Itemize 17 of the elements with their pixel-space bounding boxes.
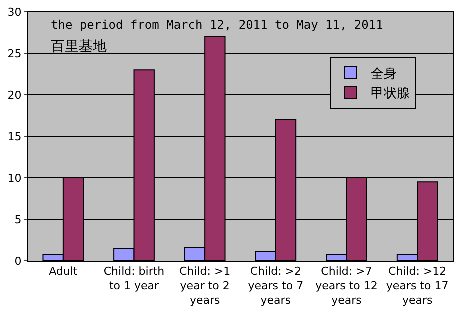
legend-label: 全身: [370, 66, 397, 82]
y-tick-label: 10: [8, 172, 22, 185]
x-tick-label: Child: >12 years to 17 years: [386, 265, 449, 307]
x-tick-label: Child: birth to 1 year: [104, 265, 165, 292]
x-tick-label: Child: >7 years to 12 years: [316, 265, 378, 307]
x-tick-label: Child: >2 years to 7 years: [248, 265, 304, 307]
y-tick-label: 20: [8, 88, 22, 102]
y-tick-label: 5: [14, 213, 22, 226]
y-tick-label: 30: [8, 6, 22, 19]
y-tick-label: 15: [8, 130, 22, 144]
x-tick-label: Adult: [49, 265, 78, 278]
annotation: 百里基地: [51, 39, 107, 55]
annotation: the period from March 12, 2011 to May 11, 2011: [51, 18, 384, 32]
y-tick-label: 25: [8, 47, 22, 60]
x-tick-label: Child: >1 year to 2 years: [179, 265, 231, 307]
y-tick-label: 0: [14, 254, 22, 268]
legend-label: 甲状腺: [370, 86, 410, 102]
